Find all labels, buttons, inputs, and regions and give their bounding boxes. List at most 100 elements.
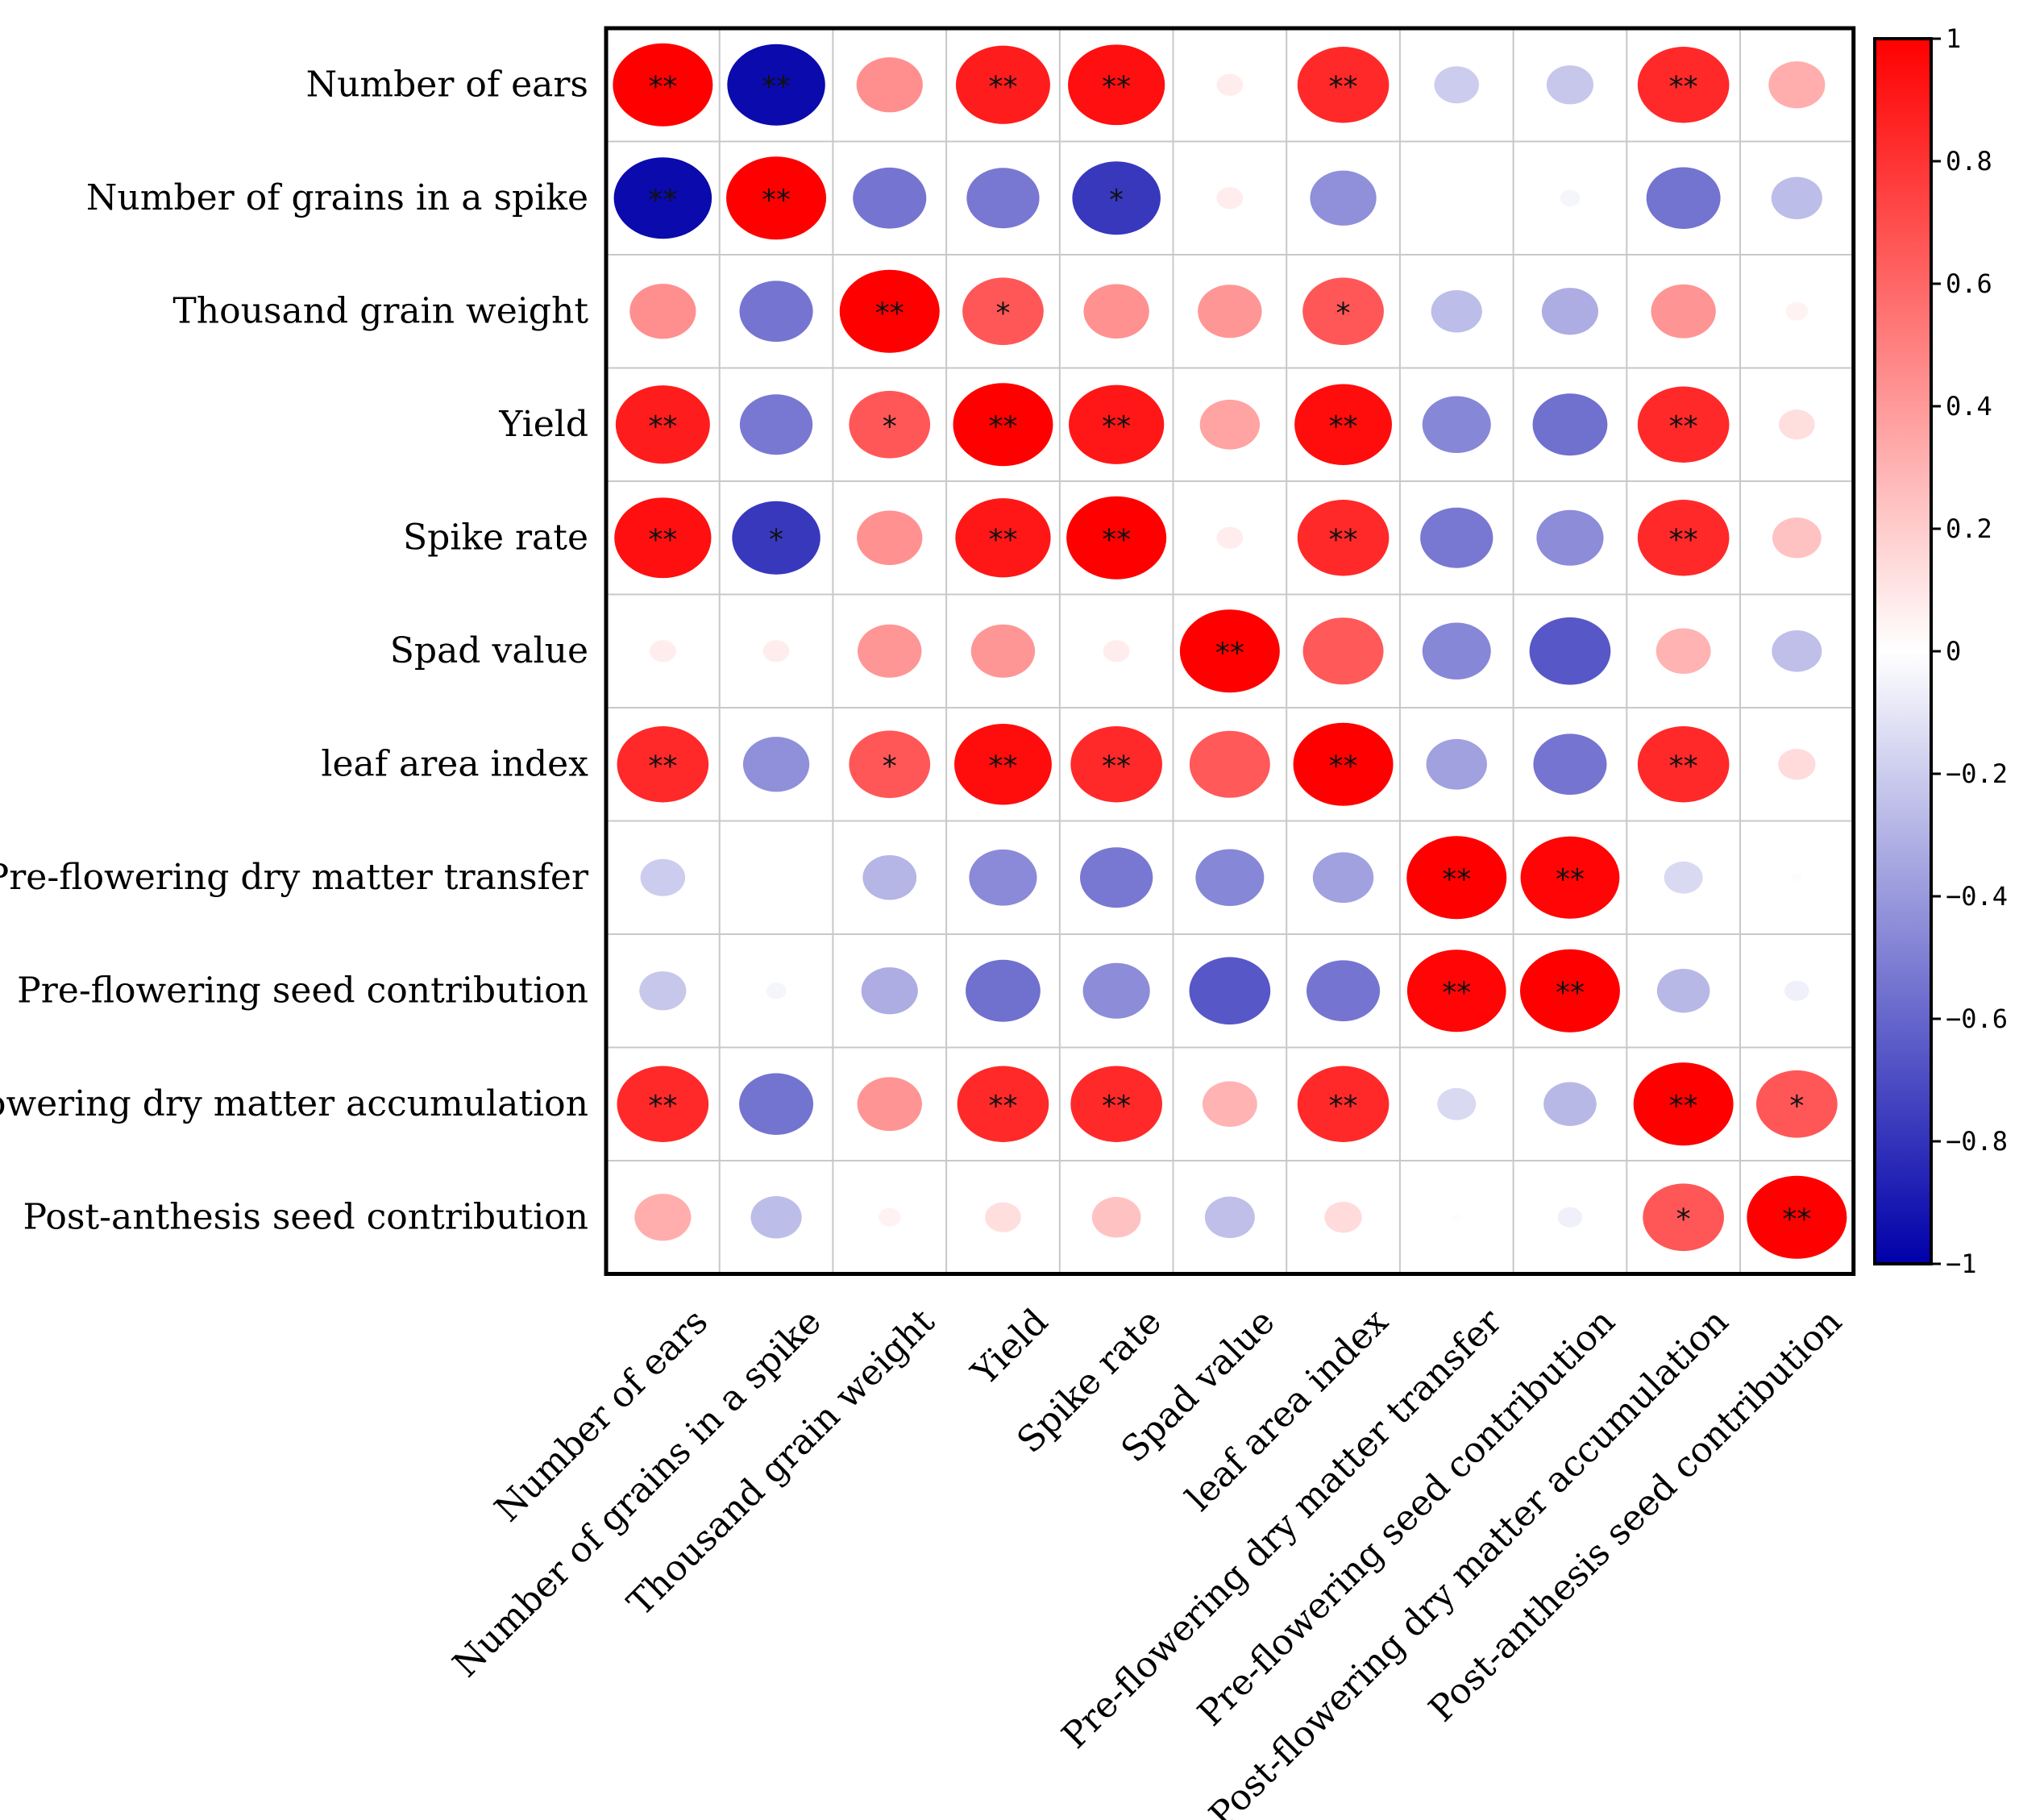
correlation-ellipse [962,277,1044,346]
correlation-ellipse [849,390,931,459]
correlation-ellipse [1297,47,1390,123]
correlation-ellipse [1202,1081,1257,1127]
row-label: Yield [498,404,588,445]
significance-mark: ** [988,70,1017,103]
correlation-ellipse [640,858,686,896]
correlation-ellipse [849,730,931,799]
column-label: Number of ears [487,1301,716,1530]
row-label: Pre-flowering seed contribution [17,970,588,1011]
correlation-ellipse [1189,957,1271,1025]
correlation-ellipse [1179,609,1280,693]
correlation-ellipse [1772,517,1822,559]
correlation-ellipse [1637,726,1730,803]
correlation-ellipse [727,44,825,126]
correlation-ellipse [634,1194,692,1241]
correlation-ellipse [1546,65,1594,105]
correlation-ellipse [1637,47,1730,123]
correlation-ellipse [957,1066,1049,1142]
correlation-ellipse [1785,301,1809,321]
correlation-ellipse [1310,170,1377,226]
colorbar-tick-label: 0.6 [1946,268,1992,299]
column-label: Yield [963,1301,1056,1394]
correlation-ellipse [1406,836,1507,920]
correlation-ellipse [1768,61,1826,109]
row-label: Pre-flowering dry matter transfer [0,857,589,898]
correlation-ellipse [617,726,709,803]
significance-mark: ** [1669,523,1698,556]
correlation-ellipse [862,855,917,900]
correlation-ellipse [853,167,927,229]
correlation-ellipse [1755,1070,1838,1138]
correlation-ellipse [1297,500,1390,576]
correlation-ellipse [1422,396,1491,454]
correlation-ellipse [1103,640,1130,663]
correlation-ellipse [856,57,923,113]
correlation-ellipse [955,45,1050,124]
correlation-ellipse [1082,962,1150,1019]
correlation-ellipse [1293,722,1394,806]
correlation-ellipse [617,1066,709,1142]
correlation-ellipse [1070,726,1162,803]
significance-mark: ** [1442,863,1471,896]
significance-mark: ** [1669,750,1698,783]
correlation-ellipse [766,982,787,999]
plot-border [604,26,1856,1276]
correlation-ellipse [1529,617,1611,685]
correlation-ellipse [613,157,712,239]
correlation-ellipse [1434,66,1479,104]
correlation-ellipse [649,640,676,663]
correlation-ellipse [1066,496,1167,580]
correlation-ellipse [1779,409,1815,440]
correlation-ellipse [1069,384,1165,464]
correlation-ellipse [1792,873,1802,882]
row-label: Post-anthesis seed contribution [23,1196,588,1237]
significance-mark: ** [1442,976,1471,1009]
correlation-ellipse [1324,1201,1362,1233]
correlation-ellipse [1637,386,1730,463]
correlation-ellipse [1302,277,1384,346]
correlation-ellipse [742,737,810,792]
significance-mark: ** [1669,70,1698,103]
correlation-ellipse [1532,393,1608,456]
correlation-ellipse [1422,622,1491,680]
correlation-ellipse [1784,980,1809,1001]
significance-mark: ** [648,523,677,556]
significance-mark: ** [762,70,791,103]
correlation-ellipse [1297,1066,1390,1142]
significance-mark: ** [1329,523,1358,556]
significance-mark: * [769,523,783,556]
significance-mark: ** [1782,1203,1811,1236]
correlation-ellipse [878,1207,901,1227]
row-label: leaf area index [321,743,588,784]
colorbar-tick-label: −0.6 [1946,1003,2008,1034]
correlation-ellipse [1541,288,1599,335]
significance-mark: * [1676,1203,1691,1236]
column-label: Post-flowering dry matter accumulation [1202,1301,1737,1820]
cells: ** ** ** ** ** **** ** *** * *** * ** ** ** **** * ** ** *… [613,43,1847,1259]
correlation-ellipse [1204,1196,1255,1238]
correlation-ellipse [739,280,813,343]
correlation-ellipse [1420,507,1493,568]
correlation-ellipse [1189,730,1270,798]
grid-lines [606,28,1854,1274]
colorbar-tick-label: −0.8 [1946,1126,2008,1157]
significance-mark: ** [762,184,791,217]
correlation-ellipse [966,959,1041,1022]
correlation-ellipse [1195,849,1265,907]
correlation-ellipse [857,510,923,566]
correlation-ellipse [726,156,827,240]
correlation-ellipse [839,269,940,353]
significance-mark: ** [1669,1090,1698,1123]
significance-mark: ** [1669,410,1698,443]
significance-mark: ** [1102,1090,1131,1123]
correlation-ellipse [762,640,790,663]
correlation-ellipse [1643,1183,1725,1252]
correlation-ellipse [1083,284,1149,339]
correlation-ellipse [1437,1087,1477,1120]
row-label: Number of ears [306,64,588,105]
significance-mark: ** [988,410,1017,443]
correlation-ellipse [969,849,1037,906]
correlation-ellipse [1216,73,1244,96]
significance-mark: ** [1102,70,1131,103]
